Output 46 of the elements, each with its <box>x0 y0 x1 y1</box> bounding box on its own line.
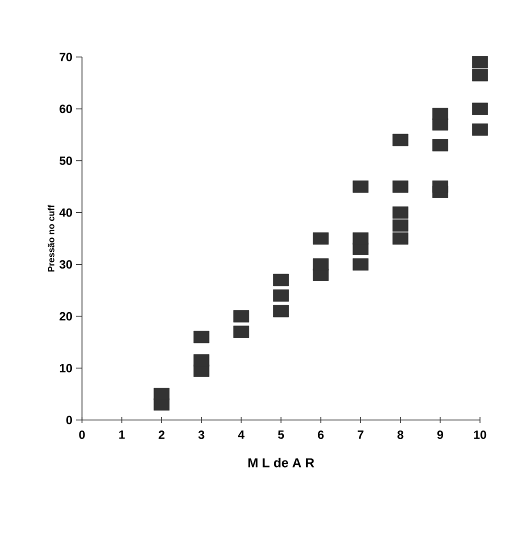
point <box>392 134 408 146</box>
x-tick-label: 3 <box>198 430 204 439</box>
point <box>352 180 368 193</box>
y-tick-label: 70 <box>60 52 72 62</box>
x-tick-label: 4 <box>238 430 244 439</box>
point <box>312 232 329 245</box>
x-tick-label: 7 <box>358 430 364 439</box>
point <box>273 274 289 286</box>
x-tick-label: 10 <box>474 430 486 439</box>
y-tick-label: 20 <box>60 312 72 321</box>
point <box>472 69 488 82</box>
point <box>432 108 448 120</box>
point <box>432 180 448 193</box>
y-tick-label: 0 <box>66 416 72 424</box>
y-tick-label: 50 <box>60 156 72 165</box>
point <box>472 56 488 68</box>
x-tick-label: 1 <box>119 430 125 439</box>
x-tick-label: 9 <box>437 430 444 439</box>
point <box>392 180 408 193</box>
y-tick-label: 10 <box>60 364 72 372</box>
point <box>352 258 368 271</box>
point <box>273 304 289 318</box>
point <box>392 232 408 245</box>
y-tick-label: 30 <box>59 260 72 269</box>
x-tick-label: 5 <box>278 430 284 439</box>
x-tick-label: 2 <box>158 430 164 439</box>
x-tick-label: 8 <box>397 430 404 439</box>
point <box>233 310 250 322</box>
point <box>154 388 170 400</box>
point <box>472 102 488 116</box>
point <box>233 326 250 338</box>
point <box>352 232 368 245</box>
y-axis-title: Pressão no cuff <box>48 204 54 272</box>
x-tick-label: 0 <box>79 430 85 439</box>
point <box>194 354 210 367</box>
point <box>194 330 210 344</box>
point <box>392 219 408 232</box>
point <box>472 123 488 136</box>
x-tick-label: 6 <box>318 430 324 439</box>
point <box>392 206 408 219</box>
x-axis-title: M L de A R <box>248 458 314 468</box>
point <box>312 258 329 271</box>
point <box>273 289 289 302</box>
y-tick-label: 40 <box>59 208 72 217</box>
point <box>432 139 448 152</box>
y-tick-label: 60 <box>60 104 72 114</box>
